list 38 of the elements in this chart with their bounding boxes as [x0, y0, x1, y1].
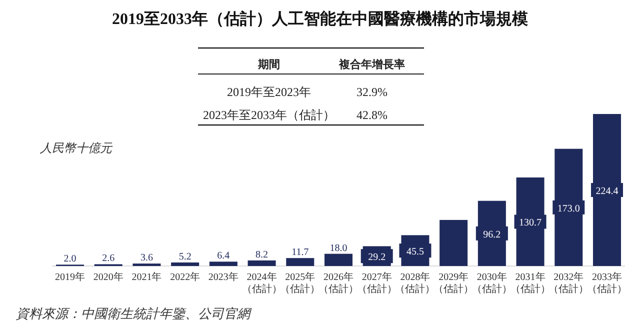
annotation: 2023年至2033年（估計） — [203, 108, 335, 122]
x-tick-label: 2020年 — [93, 271, 124, 283]
x-tick-label: 2030年（估計） — [472, 271, 512, 295]
data-label: 11.7 — [292, 247, 309, 258]
x-tick-label: 2027年（估計） — [356, 271, 397, 295]
x-tick-label: 2031年（估計） — [510, 271, 550, 295]
data-label: 173.0 — [557, 203, 580, 214]
x-tick-label: 2025年（估計） — [280, 271, 320, 295]
data-label: 2.6 — [102, 253, 115, 264]
x-tick-label: 2023年 — [208, 271, 238, 283]
x-tick-label: 2021年 — [132, 271, 162, 283]
data-label: 96.2 — [483, 229, 501, 240]
data-label: 3.6 — [140, 252, 153, 264]
source-note: 資料來源：中國衛生統計年鑒、公司官網 — [16, 306, 252, 321]
text: 32.9% — [356, 85, 388, 99]
chart-title: 2019至2033年（估計）人工智能在中國醫療機構的市場規模 — [112, 10, 528, 28]
x-tick-label: 2029年（估計） — [434, 271, 474, 295]
text: 期間 — [257, 58, 280, 71]
x-tick-label: 2033年（估計） — [587, 271, 627, 295]
annotation: 42.8% — [356, 108, 388, 122]
data-label: 8.2 — [256, 249, 268, 260]
x-tick-label: 2026年（估計） — [318, 271, 358, 295]
data-label: 5.2 — [178, 251, 192, 262]
data-label: 6.4 — [217, 250, 230, 262]
x-tick-label: 2022年 — [170, 271, 200, 283]
x-tick-label: 2024年（估計） — [242, 271, 282, 295]
text: 2019年至2023年 — [227, 85, 311, 99]
text: 複合年增長率 — [338, 58, 405, 71]
data-label: 130.7 — [519, 218, 542, 229]
x-tick-label: 2032年（估計） — [548, 271, 589, 295]
data-label: 18.0 — [330, 242, 348, 254]
data-label: 45.5 — [406, 246, 424, 258]
x-tick-label: 2019年 — [55, 271, 85, 283]
x-tick-label: 2028年（估計） — [395, 271, 436, 295]
data-label: 224.4 — [596, 186, 618, 197]
y-axis-title: 人民幣十億元 — [39, 141, 113, 155]
data-label: 2.0 — [64, 254, 76, 265]
data-label: 29.2 — [368, 252, 386, 264]
